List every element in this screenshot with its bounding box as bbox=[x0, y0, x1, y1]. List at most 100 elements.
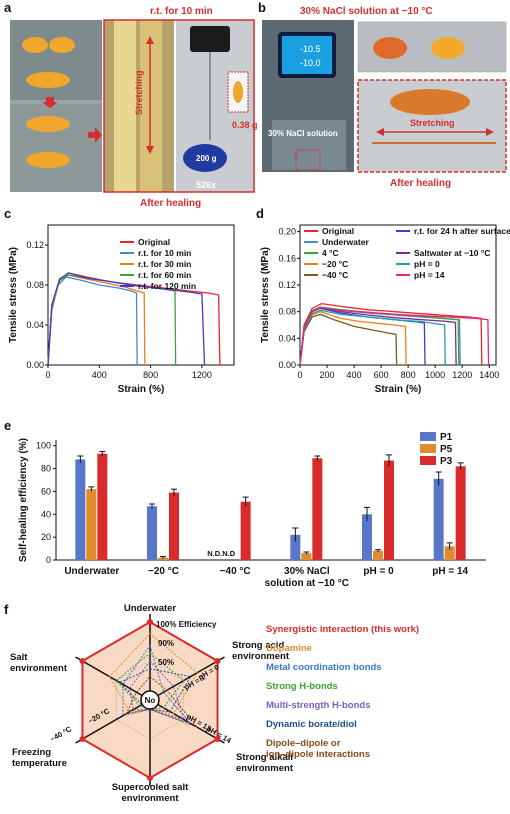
chart-c: 0 400 800 1200 0.00 0.04 0.08 0.12 Strain (%) Ten… bbox=[8, 224, 235, 395]
y-tick-label: 60 bbox=[41, 486, 51, 496]
x-tick-label: 400 bbox=[347, 370, 362, 380]
panel-b-letter: b bbox=[258, 0, 266, 15]
panel-b-solution-label: 30% NaCl solution bbox=[268, 129, 338, 138]
bar-P1 bbox=[75, 459, 86, 560]
radar-axis-label: environment bbox=[10, 663, 68, 674]
radar-axis bbox=[75, 656, 151, 701]
y-tick-label: 0.08 bbox=[278, 307, 296, 317]
bar-P3 bbox=[240, 501, 251, 560]
panel-a-letter: a bbox=[4, 0, 12, 15]
legend-label: P3 bbox=[440, 456, 453, 467]
radar-legend-label-0: Synergistic interaction (this work) bbox=[266, 624, 419, 635]
radar-vertex bbox=[214, 736, 221, 742]
radar-center-label: No bbox=[145, 696, 156, 705]
y-tick-label: 0.08 bbox=[26, 280, 44, 290]
radar-legend-label-5: Dynamic borate/diol bbox=[266, 719, 357, 730]
radar-mark-100: 100% Efficiency bbox=[156, 620, 217, 629]
legend-label: −20 °C bbox=[322, 259, 348, 269]
series-line-c-4 bbox=[47, 272, 206, 366]
panel-b-display-bottom: -10.0 bbox=[300, 58, 321, 68]
legend-label: Saltwater at −10 °C bbox=[414, 248, 490, 258]
x-tick-label: 600 bbox=[374, 370, 389, 380]
bar-P3 bbox=[455, 466, 466, 560]
panel-b-photos: -10.5 -10.0 30% NaCl solution Stretching… bbox=[262, 20, 507, 189]
y-tick-label: 0.16 bbox=[278, 253, 296, 263]
y-tick-label: 0.20 bbox=[278, 227, 296, 237]
radar-axis-label: Salt bbox=[10, 652, 28, 663]
radar-axis-label: Underwater bbox=[124, 603, 177, 614]
legend-label: Original bbox=[138, 237, 170, 247]
legend-label: r.t. for 60 min bbox=[138, 270, 191, 280]
bar-P3 bbox=[169, 492, 179, 560]
y-tick-label: 0.04 bbox=[26, 320, 44, 330]
legend-label: r.t. for 10 min bbox=[138, 248, 191, 258]
y-tick-label: 40 bbox=[41, 509, 51, 519]
y-tick-label: 0.12 bbox=[278, 280, 296, 290]
x-category-label: −20 °C bbox=[148, 566, 179, 577]
radar-axis-label: temperature bbox=[12, 758, 67, 769]
bar-P3 bbox=[97, 453, 108, 560]
radar-axis-label: environment bbox=[121, 793, 179, 804]
x-tick-label: 1000 bbox=[425, 370, 445, 380]
radar-mark-50: 50% bbox=[158, 658, 174, 667]
series-line-c-2 bbox=[47, 274, 146, 366]
x-tick-label: 1400 bbox=[479, 370, 499, 380]
bar-P5 bbox=[86, 489, 97, 560]
series-line-d-7 bbox=[299, 309, 446, 366]
bar-P1 bbox=[362, 514, 372, 560]
panel-b-title: 30% NaCl solution at −10 °C bbox=[300, 6, 433, 17]
nd-label: N.D.N.D bbox=[207, 549, 236, 558]
radar-center bbox=[140, 690, 160, 710]
x-tick-label: 800 bbox=[143, 370, 158, 380]
y-axis-label: Tensile stress (MPa) bbox=[8, 247, 19, 343]
x-category-label: pH = 0 bbox=[363, 566, 394, 577]
radar-mark-90: 90% bbox=[158, 639, 174, 648]
x-category-label: solution at −10 °C bbox=[265, 578, 349, 589]
legend-label: −40 °C bbox=[322, 270, 348, 280]
radar-legend-label-4: Multi-strength H-bonds bbox=[266, 700, 370, 711]
panel-a-photos: Stretching 200 g 526x 0.38 g After heali… bbox=[10, 19, 258, 209]
legend-label: P1 bbox=[440, 432, 453, 443]
panel-b-stretch-label: Stretching bbox=[410, 118, 455, 128]
radar-axis-label: Strong alkali bbox=[236, 752, 293, 763]
legend-label: Original bbox=[322, 226, 354, 236]
y-axis-label: Tensile stress (MPa) bbox=[260, 247, 271, 343]
legend-label: Underwater bbox=[322, 237, 369, 247]
legend-swatch bbox=[420, 432, 436, 441]
panel-a-zoom-label: 526x bbox=[196, 180, 216, 190]
radar-axis-label: Freezing bbox=[12, 747, 51, 758]
legend-label: pH = 0 bbox=[414, 259, 440, 269]
series-line-d-4 bbox=[299, 313, 398, 366]
x-axis-label: Strain (%) bbox=[118, 384, 165, 395]
radar-vertex bbox=[79, 736, 86, 742]
bar-P1 bbox=[433, 478, 444, 560]
x-tick-label: 1200 bbox=[452, 370, 472, 380]
legend-label: pH = 14 bbox=[414, 270, 445, 280]
radar-vertex bbox=[79, 658, 86, 664]
panel-d-letter: d bbox=[256, 206, 264, 221]
x-tick-label: 400 bbox=[92, 370, 107, 380]
chart-d: 0 200 400 600 800 1000 1200 1400 0.00 0.04 0.08 0.1… bbox=[260, 224, 510, 395]
panel-a-after-healing: After healing bbox=[140, 198, 201, 209]
legend-label: 4 °C bbox=[322, 248, 339, 258]
panel-a-stretch-label: Stretching bbox=[134, 70, 144, 115]
radar-axis bbox=[75, 699, 151, 744]
x-tick-label: 0 bbox=[45, 370, 50, 380]
panel-e-letter: e bbox=[4, 418, 11, 433]
panel-c-letter: c bbox=[4, 206, 11, 221]
y-tick-label: 80 bbox=[41, 464, 51, 474]
radar-axis-label: environment bbox=[236, 763, 294, 774]
y-tick-label: 0.12 bbox=[26, 240, 44, 250]
y-tick-label: 0.00 bbox=[278, 360, 296, 370]
x-tick-label: 800 bbox=[401, 370, 416, 380]
legend-label: r.t. for 120 min bbox=[138, 281, 196, 291]
y-tick-label: 0.00 bbox=[26, 360, 44, 370]
radar-axis-label: environment bbox=[232, 651, 290, 662]
panel-a-weight-label: 0.38 g bbox=[232, 120, 258, 130]
radar-axis-label: Supercooled salt bbox=[112, 782, 189, 793]
x-category-label: pH = 14 bbox=[432, 566, 468, 577]
y-tick-label: 0.04 bbox=[278, 333, 296, 343]
radar-axis bbox=[149, 699, 225, 744]
